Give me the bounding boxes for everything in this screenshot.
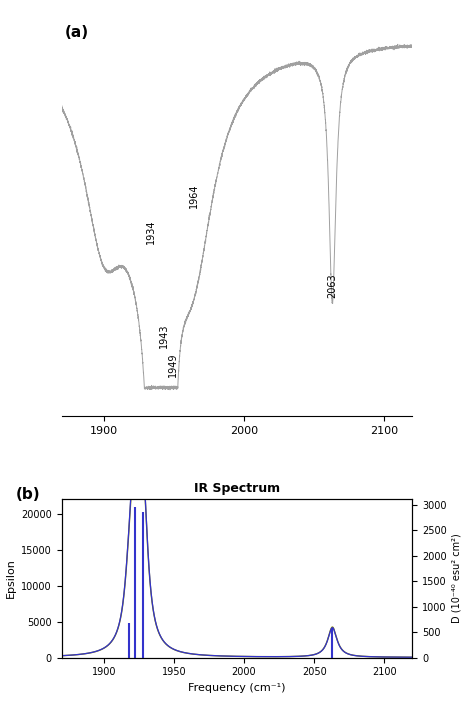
- Text: 1934: 1934: [146, 219, 156, 244]
- Text: 1964: 1964: [189, 184, 199, 208]
- Y-axis label: Epsilon: Epsilon: [6, 559, 16, 598]
- Text: 1949: 1949: [167, 352, 177, 377]
- Title: IR Spectrum: IR Spectrum: [194, 482, 280, 496]
- Text: 2063: 2063: [328, 273, 337, 298]
- Y-axis label: D (10⁻⁴⁰ esu² cm²): D (10⁻⁴⁰ esu² cm²): [451, 534, 461, 624]
- Text: (a): (a): [65, 25, 89, 40]
- X-axis label: Frequency (cm⁻¹): Frequency (cm⁻¹): [188, 683, 286, 693]
- Text: (b): (b): [16, 487, 41, 502]
- Text: 1943: 1943: [159, 324, 169, 348]
